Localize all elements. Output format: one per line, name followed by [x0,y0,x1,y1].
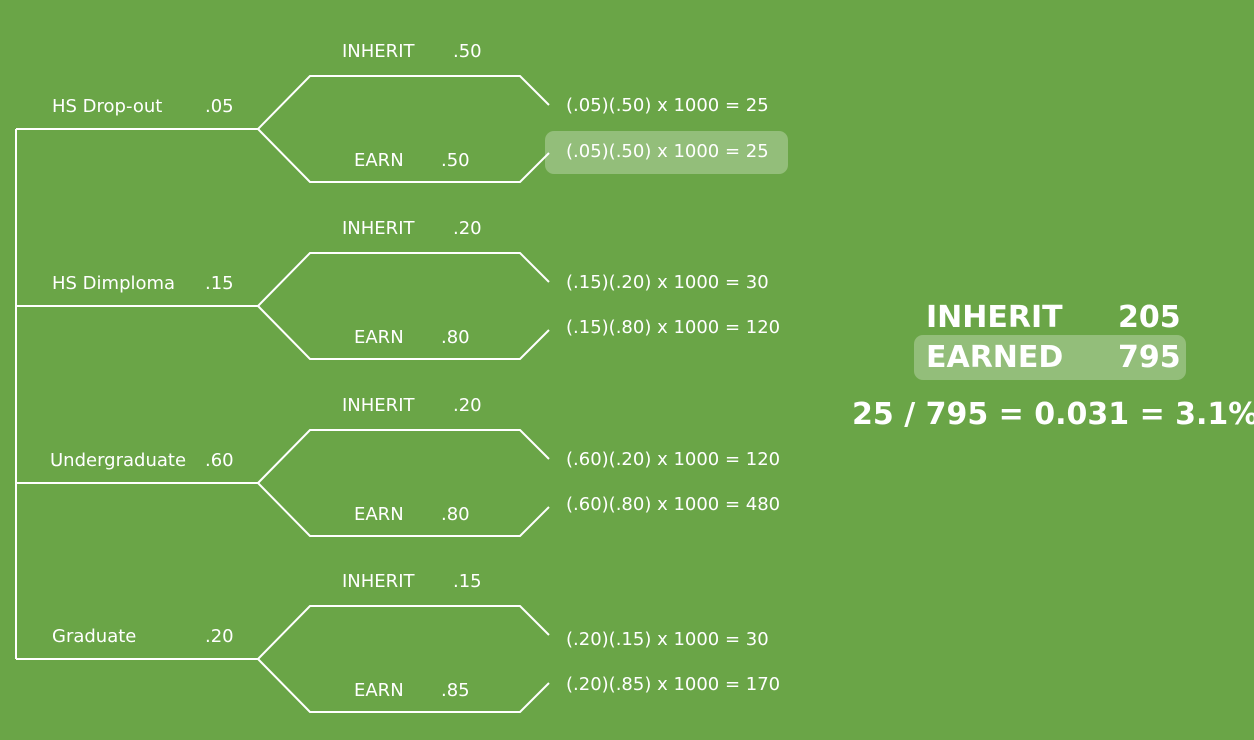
category-label: HS Dimploma [52,273,176,294]
category-label: Graduate [52,626,137,647]
inherit-probability: .20 [453,218,482,239]
category-probability: .15 [205,273,234,294]
summary-inherit-label: INHERIT [926,300,1063,335]
inherit-probability: .15 [453,571,482,592]
earn-branch-line-3 [257,482,550,537]
inherit-label: INHERIT [342,218,415,239]
inherit-branch-line-4 [257,605,550,660]
category-probability: .60 [205,450,234,471]
earn-label: EARN [354,504,404,525]
earned-highlight-box [914,335,1186,380]
earn-calculation: (.20)(.85) x 1000 = 170 [566,674,781,695]
earn-label: EARN [354,327,404,348]
inherit-probability: .20 [453,395,482,416]
inherit-branch-line-2 [257,252,550,307]
inherit-calculation: (.15)(.20) x 1000 = 30 [566,272,769,293]
earn-probability: .80 [441,327,470,348]
category-probability: .20 [205,626,234,647]
earn-probability: .50 [441,150,470,171]
inherit-calculation: (.20)(.15) x 1000 = 30 [566,629,769,650]
category-label: HS Drop-out [52,96,163,117]
earn-branch-line-4 [257,658,550,713]
earn-branch-line-1 [257,128,550,183]
summary-inherit-value: 205 [1118,300,1181,335]
earn-probability: .80 [441,504,470,525]
summary-earned-value: 795 [1118,340,1181,375]
inherit-calculation: (.05)(.50) x 1000 = 25 [566,95,769,116]
earn-label: EARN [354,150,404,171]
inherit-label: INHERIT [342,571,415,592]
category-probability: .05 [205,96,234,117]
earn-calculation: (.60)(.80) x 1000 = 480 [566,494,781,515]
inherit-probability: .50 [453,41,482,62]
inherit-label: INHERIT [342,41,415,62]
inherit-calculation: (.60)(.20) x 1000 = 120 [566,449,781,470]
earn-probability: .85 [441,680,470,701]
inherit-branch-line-1 [257,75,550,130]
result-equation: 25 / 795 = 0.031 = 3.1% [852,397,1254,432]
highlighted-calculation-box [545,131,788,174]
inherit-label: INHERIT [342,395,415,416]
earn-calculation: (.15)(.80) x 1000 = 120 [566,317,781,338]
earn-label: EARN [354,680,404,701]
earn-calculation: (.05)(.50) x 1000 = 25 [566,141,769,162]
inherit-branch-line-3 [257,429,550,484]
summary-earned-label: EARNED [926,340,1064,375]
earn-branch-line-2 [257,305,550,360]
category-label: Undergraduate [50,450,187,471]
